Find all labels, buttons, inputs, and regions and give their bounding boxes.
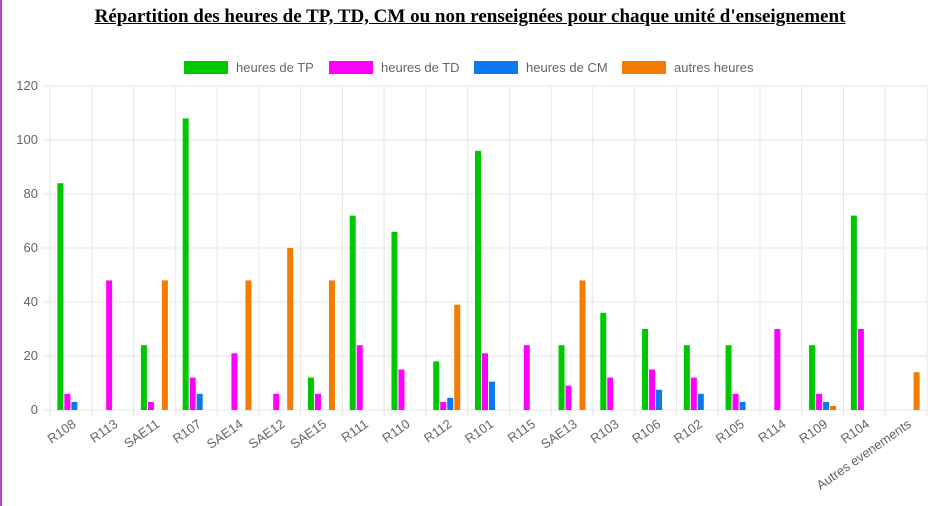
frame-edge [0, 0, 2, 506]
bar-heures-de-TD-R105[interactable] [732, 393, 739, 410]
y-tick-label: 20 [24, 348, 38, 363]
legend-swatch[interactable] [184, 61, 228, 74]
bar-heures-de-CM-R106[interactable] [656, 389, 663, 410]
legend-swatch[interactable] [622, 61, 666, 74]
bar-heures-de-TD-SAE15[interactable] [314, 393, 321, 410]
x-tick-label: SAE11 [121, 416, 162, 451]
bar-heures-de-TP-R103[interactable] [600, 312, 607, 410]
x-tick-label: R109 [796, 416, 830, 446]
bar-heures-de-TP-SAE15[interactable] [307, 377, 314, 410]
bar-heures-de-TD-SAE13[interactable] [565, 385, 572, 410]
x-tick-label: R108 [45, 416, 79, 446]
y-tick-label: 40 [24, 294, 38, 309]
x-tick-label: R114 [755, 416, 788, 446]
bar-heures-de-CM-R101[interactable] [489, 381, 495, 410]
bar-heures-de-CM-R102[interactable] [697, 393, 704, 410]
bar-heures-de-TP-R112[interactable] [433, 361, 440, 410]
x-tick-label: SAE13 [538, 416, 580, 452]
bar-heures-de-TD-R104[interactable] [857, 329, 864, 410]
legend-label[interactable]: autres heures [674, 60, 754, 75]
bar-heures-de-TD-R108[interactable] [64, 393, 71, 410]
bar-heures-de-TD-R112[interactable] [440, 401, 447, 410]
x-tick-label: SAE12 [246, 416, 288, 452]
bar-autres-heures-SAE12[interactable] [287, 248, 294, 410]
bar-heures-de-TD-R113[interactable] [106, 280, 113, 410]
bar-heures-de-TP-R101[interactable] [475, 150, 481, 411]
legend-swatch[interactable] [474, 61, 518, 74]
bar-heures-de-TD-R107[interactable] [189, 377, 196, 410]
bar-autres-heures-R112[interactable] [454, 304, 461, 410]
x-tick-label: R111 [338, 416, 370, 445]
x-tick-label: R102 [671, 416, 705, 446]
x-tick-label: R101 [462, 416, 496, 446]
x-tick-label: SAE15 [287, 416, 329, 452]
bar-heures-de-TD-R106[interactable] [649, 369, 656, 411]
x-tick-label: R105 [713, 416, 747, 446]
bar-heures-de-CM-R107[interactable] [196, 393, 203, 410]
legend-swatch[interactable] [329, 61, 373, 74]
x-tick-label: R112 [421, 416, 454, 446]
bar-heures-de-TD-R109[interactable] [816, 393, 823, 410]
bars [57, 118, 920, 411]
bar-heures-de-TP-R110[interactable] [391, 231, 398, 410]
bar-heures-de-TD-R102[interactable] [690, 377, 697, 410]
bar-heures-de-TP-R102[interactable] [683, 345, 690, 410]
bar-heures-de-TD-SAE14[interactable] [231, 353, 238, 410]
x-tick-label: SAE14 [204, 416, 246, 452]
bar-autres-heures-SAE11[interactable] [161, 280, 168, 410]
x-tick-label: R103 [587, 416, 621, 446]
bar-heures-de-TD-SAE12[interactable] [273, 393, 280, 410]
bar-heures-de-CM-R108[interactable] [71, 401, 78, 410]
chart-title: Répartition des heures de TP, TD, CM ou … [94, 6, 846, 27]
bar-heures-de-TP-R109[interactable] [809, 345, 816, 410]
bar-heures-de-TD-R110[interactable] [398, 369, 405, 411]
y-tick-label: 0 [31, 402, 38, 417]
bar-heures-de-TP-SAE11[interactable] [140, 345, 147, 410]
bar-heures-de-TD-R103[interactable] [607, 377, 614, 410]
bar-heures-de-CM-R109[interactable] [823, 401, 830, 410]
bar-heures-de-TP-SAE13[interactable] [558, 345, 565, 410]
legend: heures de TP heures de TD heures de CM autr… [184, 60, 754, 75]
legend-label[interactable]: heures de TD [381, 60, 460, 75]
bar-autres-heures-R109[interactable] [830, 405, 837, 410]
bar-heures-de-TP-R111[interactable] [349, 215, 356, 410]
bar-heures-de-TD-SAE11[interactable] [147, 401, 154, 410]
x-tick-label: R113 [87, 416, 120, 446]
bar-autres-heures-SAE15[interactable] [328, 280, 335, 410]
bar-heures-de-TP-R108[interactable] [57, 183, 64, 410]
bar-heures-de-TD-R115[interactable] [523, 345, 530, 410]
grid-lines [42, 85, 928, 416]
bar-heures-de-TD-R114[interactable] [774, 329, 781, 410]
bar-heures-de-TP-R107[interactable] [182, 118, 189, 411]
y-tick-label: 100 [16, 132, 38, 147]
bar-heures-de-TD-R101[interactable] [482, 353, 488, 410]
bar-heures-de-CM-R105[interactable] [739, 401, 746, 410]
bar-heures-de-TD-R111[interactable] [356, 345, 363, 410]
bar-autres-heures-SAE13[interactable] [579, 280, 586, 410]
legend-label[interactable]: heures de CM [526, 60, 608, 75]
bar-autres-heures-Autres-evenements[interactable] [913, 372, 920, 410]
bar-heures-de-TP-R105[interactable] [725, 345, 732, 410]
bar-heures-de-TP-R106[interactable] [642, 329, 649, 410]
x-tick-label: R106 [629, 416, 663, 446]
x-tick-label: R115 [505, 416, 538, 446]
legend-label[interactable]: heures de TP [236, 60, 314, 75]
x-tick-label: R110 [379, 416, 412, 446]
y-tick-label: 60 [24, 240, 38, 255]
bar-heures-de-TP-R104[interactable] [850, 215, 857, 410]
bar-autres-heures-SAE14[interactable] [245, 280, 252, 410]
x-tick-label: R107 [170, 416, 204, 446]
bar-heures-de-CM-R112[interactable] [447, 397, 454, 410]
y-tick-label: 80 [24, 186, 38, 201]
y-tick-label: 120 [16, 78, 38, 93]
